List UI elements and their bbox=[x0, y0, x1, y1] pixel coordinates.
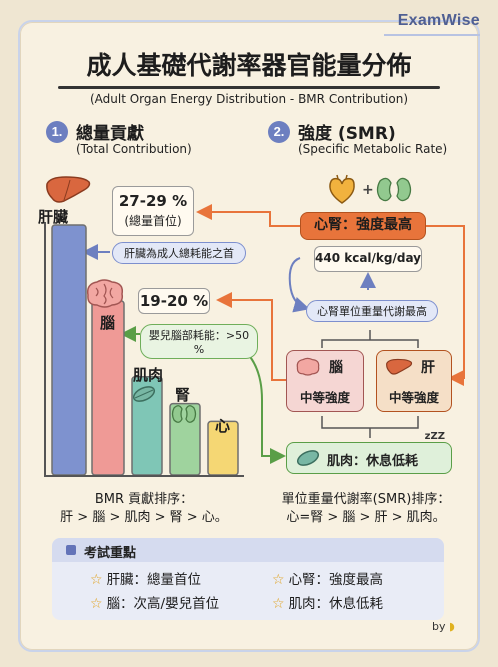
star-icon: ☆ bbox=[272, 572, 285, 588]
brain-percent-value: 19-20 % bbox=[139, 292, 209, 310]
bar-label-heart: 心 bbox=[215, 417, 231, 435]
star-icon: ☆ bbox=[90, 596, 103, 612]
smr-ranking: 心=腎 > 腦 > 肝 > 肌肉。 bbox=[286, 510, 446, 525]
brain-small-icon bbox=[296, 357, 320, 376]
page-title: 成人基礎代謝率器官能量分佈 bbox=[86, 51, 412, 80]
section-2-title: 強度 (SMR) bbox=[298, 124, 396, 144]
liver-percent-note: (總量首位) bbox=[124, 214, 182, 228]
key-points-header bbox=[52, 538, 444, 562]
section-1-subtitle: (Total Contribution) bbox=[76, 142, 192, 156]
key-point-text: 肌肉：休息低耗 bbox=[288, 596, 384, 612]
key-points-title: 考試重點 bbox=[84, 546, 137, 561]
title-underline bbox=[58, 86, 440, 89]
liver-box-label: 肝 bbox=[421, 360, 435, 376]
section-2-subtitle: (Specific Metabolic Rate) bbox=[298, 142, 448, 156]
muscle-icon bbox=[132, 386, 156, 402]
section-1-number: 1. bbox=[46, 121, 68, 143]
smr-ranking-title: 單位重量代謝率(SMR)排序： bbox=[281, 492, 451, 507]
star-icon: ☆ bbox=[90, 572, 103, 588]
brain-percent-callout: 19-20 % bbox=[138, 288, 210, 314]
key-point-item: ☆ 心腎：強度最高 bbox=[272, 568, 383, 588]
liver-icon bbox=[46, 176, 91, 203]
key-point-item: ☆ 肝臟：總量首位 bbox=[90, 568, 201, 588]
kidney-pair-icon bbox=[376, 177, 412, 202]
liver-intensity-box: 肝 中等強度 bbox=[376, 350, 452, 412]
smr-rate-value: 440 kcal/kg/day bbox=[314, 246, 422, 272]
kidney-icon bbox=[171, 405, 197, 423]
key-point-text: 腦：次高/嬰兒首位 bbox=[106, 596, 220, 612]
page-subtitle: (Adult Organ Energy Distribution - BMR C… bbox=[89, 92, 409, 106]
muscle-small-icon bbox=[296, 450, 320, 466]
section-1-title: 總量貢獻 bbox=[76, 124, 144, 144]
brand-underline bbox=[384, 34, 480, 36]
sleep-zzz-icon: zZZ bbox=[424, 431, 445, 442]
brain-box-label: 腦 bbox=[329, 360, 343, 376]
brain-box-note: 中等強度 bbox=[299, 390, 350, 405]
bar-label-liver: 肝臟 bbox=[38, 208, 69, 226]
chart-x-axis bbox=[44, 475, 244, 477]
brain-icon bbox=[86, 279, 124, 308]
liver-small-icon bbox=[386, 358, 413, 375]
key-point-text: 心腎：強度最高 bbox=[288, 572, 384, 588]
liver-percent-callout: 27-29 % (總量首位) bbox=[112, 186, 194, 236]
bmr-ranking-title: BMR 貢獻排序： bbox=[94, 492, 194, 507]
key-points-square-icon bbox=[66, 545, 76, 555]
heart-kidney-plus-icon: + bbox=[362, 182, 374, 198]
signature-text: by bbox=[432, 620, 446, 633]
key-point-text: 肝臟：總量首位 bbox=[106, 572, 202, 588]
key-point-item: ☆ 腦：次高/嬰兒首位 bbox=[90, 592, 219, 612]
signature: by ◗ bbox=[432, 620, 455, 633]
star-icon: ☆ bbox=[272, 596, 285, 612]
bmr-ranking: 肝 > 腦 > 肌肉 > 腎 > 心。 bbox=[60, 510, 228, 525]
key-point-item: ☆ 肌肉：休息低耗 bbox=[272, 592, 383, 612]
chart-y-axis bbox=[44, 222, 46, 477]
bar-heart bbox=[207, 420, 239, 476]
liver-percent-value: 27-29 % bbox=[118, 192, 188, 210]
bar-label-kidney: 腎 bbox=[175, 386, 191, 404]
bar-label-muscle: 肌肉 bbox=[133, 366, 164, 384]
infant-brain-pill: 嬰兒腦部耗能：>50 % bbox=[140, 324, 258, 359]
liver-note-pill: 肝臟為成人總耗能之首 bbox=[112, 242, 246, 264]
muscle-box-label: 肌肉：休息低耗 bbox=[327, 454, 419, 469]
liver-box-note: 中等強度 bbox=[388, 390, 439, 405]
brand-logo: ExamWise bbox=[397, 12, 480, 29]
smr-rate-note-pill: 心腎單位重量代謝最高 bbox=[306, 300, 438, 322]
heart-icon bbox=[329, 174, 355, 204]
muscle-low-box: 肌肉：休息低耗 zZZ bbox=[286, 431, 452, 474]
brain-intensity-box: 腦 中等強度 bbox=[286, 350, 364, 412]
bar-liver bbox=[51, 224, 87, 476]
section-2-number: 2. bbox=[268, 121, 290, 143]
heart-kidney-highest-box: 心腎：強度最高 bbox=[300, 212, 426, 240]
bar-label-brain: 腦 bbox=[100, 314, 116, 332]
banana-icon: ◗ bbox=[449, 620, 455, 633]
